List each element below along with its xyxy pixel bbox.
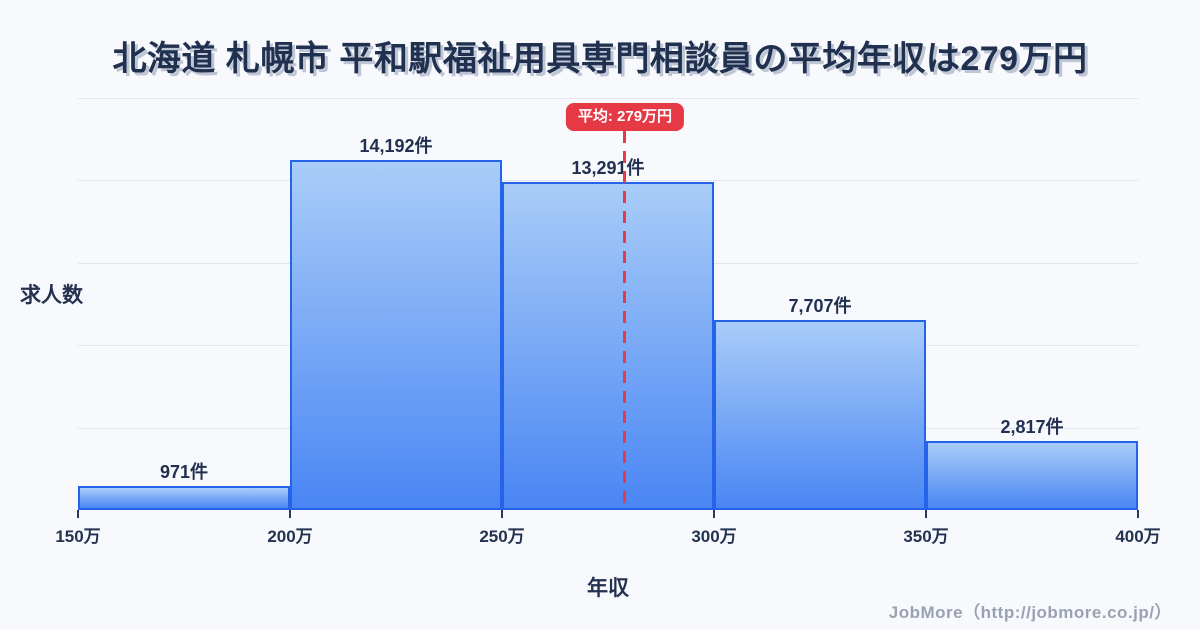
histogram-bar (502, 182, 714, 510)
gridline (78, 180, 1138, 182)
x-tick-label: 400万 (1115, 527, 1161, 546)
average-badge: 平均: 279万円 (565, 103, 685, 131)
footer-credit: JobMore（http://jobmore.co.jp/） (888, 603, 1172, 622)
bar-value-label: 2,817件 (1000, 416, 1064, 437)
chart-title: 北海道 札幌市 平和駅福祉用具専門相談員の平均年収は279万円 (112, 40, 1088, 78)
plot-area: 平均: 279万円 971件 14,192件 13,291件 7,707件 2,817件… (55, 98, 1161, 546)
x-axis-tick (289, 510, 291, 518)
x-tick-label: 250万 (479, 527, 525, 546)
x-axis-tick (501, 510, 503, 518)
x-tick-label: 200万 (267, 527, 313, 546)
bar-value-label: 971件 (159, 462, 209, 483)
x-axis-tick (713, 510, 715, 518)
histogram-bar (926, 440, 1138, 510)
y-axis-label: 求人数 (20, 284, 83, 307)
x-tick-label: 300万 (691, 527, 737, 546)
average-line (623, 131, 627, 510)
x-axis-tick (1137, 510, 1139, 518)
histogram-bar (78, 486, 290, 510)
x-axis-label: 年収 (587, 577, 629, 600)
histogram-bar (290, 159, 502, 510)
gridline (78, 98, 1138, 99)
bar-value-label: 14,192件 (359, 135, 433, 156)
bar-value-label: 7,707件 (788, 295, 852, 316)
bar-value-label: 13,291件 (571, 158, 645, 179)
histogram-bar (714, 319, 926, 510)
x-axis-tick (77, 510, 79, 518)
x-tick-label: 350万 (903, 527, 949, 546)
average-badge-label: 平均: 279万円 (577, 108, 673, 125)
x-axis-tick (925, 510, 927, 518)
x-tick-label: 150万 (55, 527, 101, 546)
